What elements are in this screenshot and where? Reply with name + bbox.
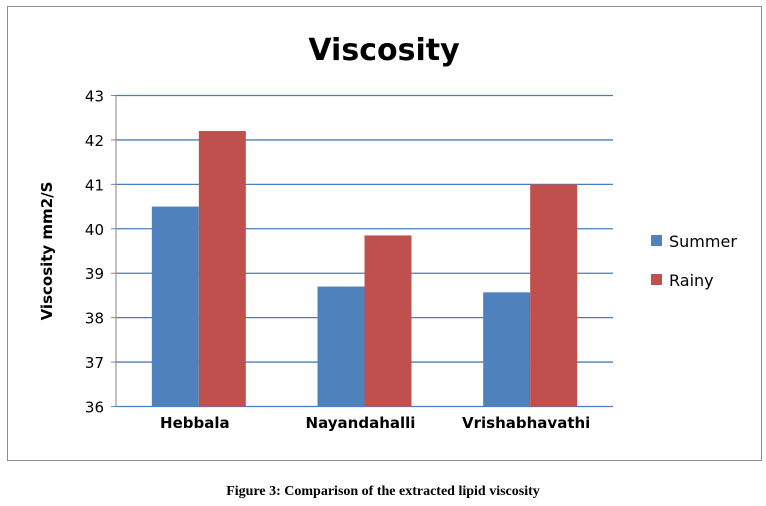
y-tick-label: 40 (85, 221, 104, 239)
bar-summer-nayandahalli (317, 286, 365, 407)
chart-frame (7, 6, 762, 461)
x-tick-label: Vrishabhavathi (462, 414, 590, 432)
legend-label: Rainy (669, 271, 714, 290)
y-tick-label: 41 (85, 176, 104, 194)
bar-chart: Viscosity Viscosity mm2/S 36 37 38 39 40 41 42… (38, 33, 737, 432)
bar-rainy-hebbala (198, 131, 246, 407)
x-tick-label: Nayandahalli (306, 414, 416, 432)
y-axis-label: Viscosity mm2/S (38, 182, 56, 321)
y-tick-label: 37 (85, 354, 104, 372)
bar-summer-hebbala (151, 206, 199, 407)
y-tick-label: 36 (85, 399, 104, 417)
figure-caption: Figure 3: Comparison of the extracted li… (226, 484, 540, 499)
chart-title: Viscosity (308, 33, 460, 68)
legend-swatch-rainy (651, 274, 662, 285)
legend-label: Summer (669, 232, 737, 251)
y-tick-label: 42 (85, 132, 104, 150)
bar-rainy-nayandahalli (364, 235, 412, 407)
y-tick-label: 38 (85, 310, 104, 328)
y-tick-label: 43 (85, 88, 104, 106)
y-tick-label: 39 (85, 265, 104, 283)
bar-summer-vrishabhavathi (483, 292, 531, 407)
legend-swatch-summer (651, 235, 662, 246)
bar-rainy-vrishabhavathi (530, 184, 578, 407)
x-tick-label: Hebbala (160, 414, 230, 432)
